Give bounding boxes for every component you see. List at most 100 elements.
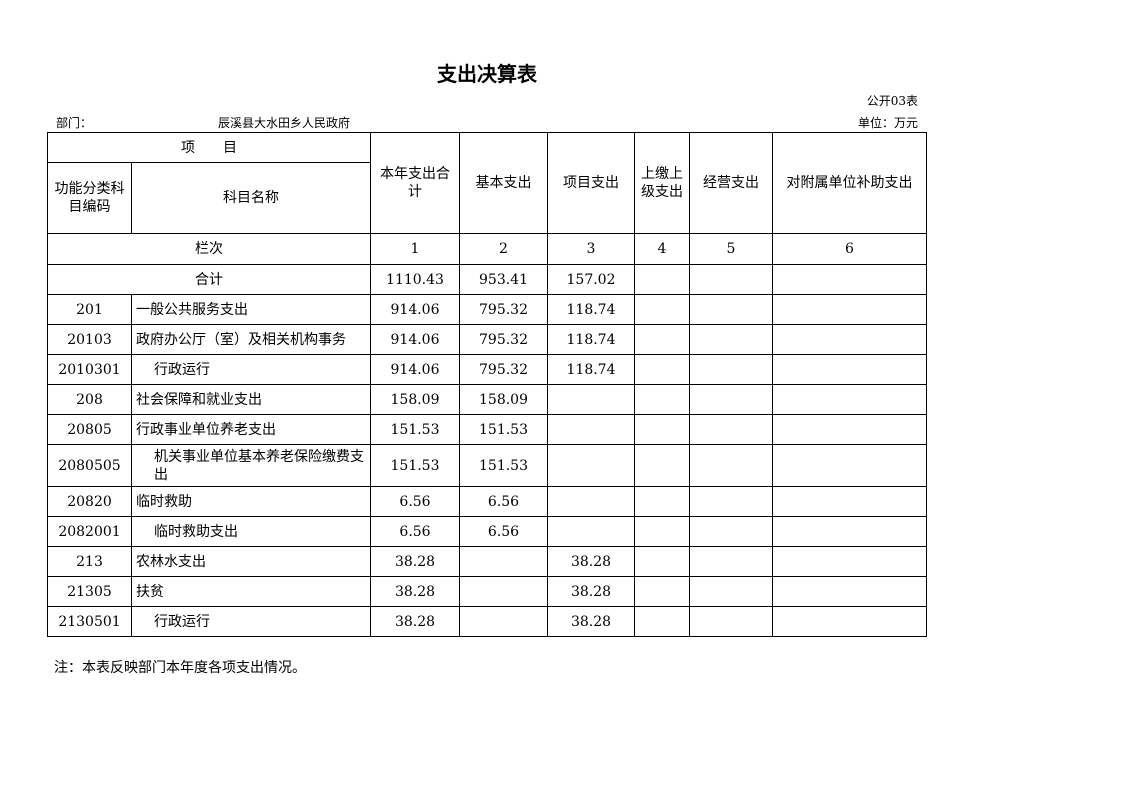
department-name: 辰溪县大水田乡人民政府	[218, 116, 351, 130]
cell-value: 914.06	[370, 354, 460, 385]
column-index: 1	[370, 233, 460, 265]
cell-value	[547, 384, 635, 415]
cell-value: 38.28	[547, 546, 635, 577]
cell-value	[634, 606, 690, 637]
cell-value	[689, 324, 773, 355]
cell-value	[689, 576, 773, 607]
total-label: 合计	[47, 264, 371, 295]
subject-name: 机关事业单位基本养老保险缴费支出	[131, 444, 371, 487]
cell-value	[772, 486, 927, 517]
table-row: 201 一般公共服务支出 914.06 795.32 118.74	[47, 294, 927, 325]
cell-value	[772, 384, 927, 415]
subject-code: 208	[47, 384, 132, 415]
subject-code: 2010301	[47, 354, 132, 385]
cell-value: 118.74	[547, 294, 635, 325]
subject-name: 行政运行	[131, 606, 371, 637]
table-row: 2080505 机关事业单位基本养老保险缴费支出 151.53 151.53	[47, 444, 927, 487]
cell-value: 795.32	[459, 354, 548, 385]
cell-value: 6.56	[459, 486, 548, 517]
table-row: 20805 行政事业单位养老支出 151.53 151.53	[47, 414, 927, 445]
subject-name: 临时救助	[131, 486, 371, 517]
table-row: 20820 临时救助 6.56 6.56	[47, 486, 927, 517]
table-row: 20103 政府办公厅（室）及相关机构事务 914.06 795.32 118.74	[47, 324, 927, 355]
table-row: 2010301 行政运行 914.06 795.32 118.74	[47, 354, 927, 385]
cell-value	[689, 444, 773, 487]
cell-value	[772, 444, 927, 487]
cell-value	[772, 324, 927, 355]
cell-value	[772, 354, 927, 385]
cell-value	[772, 294, 927, 325]
cell-value	[772, 414, 927, 445]
page-title: 支出决算表	[437, 62, 537, 86]
header-subsidy: 对附属单位补助支出	[772, 132, 927, 234]
cell-value	[689, 384, 773, 415]
header-business: 经营支出	[689, 132, 773, 234]
cell-value: 158.09	[370, 384, 460, 415]
cell-value	[547, 444, 635, 487]
table-row: 21305 扶贫 38.28 38.28	[47, 576, 927, 607]
cell-value: 914.06	[370, 294, 460, 325]
column-index: 4	[634, 233, 690, 265]
cell-value	[634, 354, 690, 385]
subject-code: 201	[47, 294, 132, 325]
cell-value	[634, 486, 690, 517]
cell-value	[634, 576, 690, 607]
cell-value	[634, 324, 690, 355]
cell-value: 118.74	[547, 324, 635, 355]
column-index: 6	[772, 233, 927, 265]
table-row: 2130501 行政运行 38.28 38.28	[47, 606, 927, 637]
column-index-label: 栏次	[47, 233, 371, 265]
unit-label: 单位：万元	[857, 116, 918, 130]
cell-value: 38.28	[370, 606, 460, 637]
header-project: 项目支出	[547, 132, 635, 234]
cell-value	[689, 486, 773, 517]
total-value	[634, 264, 690, 295]
cell-value: 38.28	[370, 546, 460, 577]
subject-code: 213	[47, 546, 132, 577]
table-row: 2082001 临时救助支出 6.56 6.56	[47, 516, 927, 547]
subject-code: 2082001	[47, 516, 132, 547]
header-name: 科目名称	[131, 162, 371, 234]
cell-value: 38.28	[370, 576, 460, 607]
cell-value	[689, 606, 773, 637]
expenditure-table: 项 目 本年支出合计 基本支出 项目支出 上缴上级支出 经营支出 对附属单位补助…	[47, 132, 927, 637]
cell-value: 151.53	[370, 444, 460, 487]
total-value: 1110.43	[370, 264, 460, 295]
subject-name: 农林水支出	[131, 546, 371, 577]
cell-value: 38.28	[547, 576, 635, 607]
subject-name: 政府办公厅（室）及相关机构事务	[131, 324, 371, 355]
subject-code: 20805	[47, 414, 132, 445]
cell-value	[689, 546, 773, 577]
subject-name: 行政运行	[131, 354, 371, 385]
subject-code: 21305	[47, 576, 132, 607]
cell-value	[634, 516, 690, 547]
subject-name: 临时救助支出	[131, 516, 371, 547]
subject-name: 一般公共服务支出	[131, 294, 371, 325]
header-basic: 基本支出	[459, 132, 548, 234]
cell-value: 151.53	[459, 414, 548, 445]
cell-value	[772, 606, 927, 637]
table-row: 213 农林水支出 38.28 38.28	[47, 546, 927, 577]
cell-value: 6.56	[370, 516, 460, 547]
cell-value	[772, 516, 927, 547]
subject-name: 行政事业单位养老支出	[131, 414, 371, 445]
table-number: 公开03表	[866, 94, 918, 108]
total-value	[689, 264, 773, 295]
cell-value: 38.28	[547, 606, 635, 637]
subject-code: 20820	[47, 486, 132, 517]
table-row: 208 社会保障和就业支出 158.09 158.09	[47, 384, 927, 415]
cell-value	[772, 576, 927, 607]
subject-code: 2130501	[47, 606, 132, 637]
header-code: 功能分类科目编码	[47, 162, 132, 234]
cell-value: 6.56	[459, 516, 548, 547]
column-index: 3	[547, 233, 635, 265]
cell-value	[547, 486, 635, 517]
cell-value: 151.53	[370, 414, 460, 445]
cell-value	[547, 414, 635, 445]
subject-name: 扶贫	[131, 576, 371, 607]
total-value: 157.02	[547, 264, 635, 295]
department-label: 部门：	[56, 116, 93, 130]
subject-code: 2080505	[47, 444, 132, 487]
cell-value	[689, 354, 773, 385]
total-value: 953.41	[459, 264, 548, 295]
